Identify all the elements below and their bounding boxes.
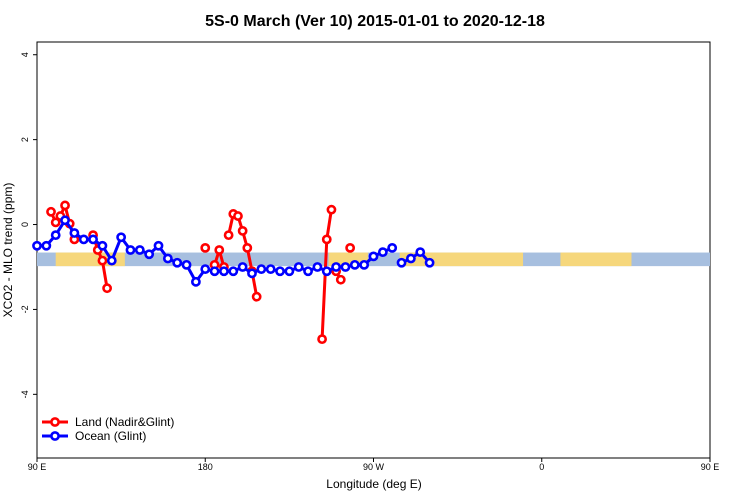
data-point xyxy=(326,204,337,215)
data-point xyxy=(50,230,61,241)
data-point xyxy=(340,262,351,272)
x-tick-label: 180 xyxy=(198,462,213,472)
data-point xyxy=(312,262,323,272)
legend-marker xyxy=(50,431,60,441)
data-point xyxy=(60,200,70,211)
data-point xyxy=(134,245,145,255)
data-point xyxy=(242,242,253,253)
data-point xyxy=(181,259,192,270)
data-point xyxy=(377,247,388,258)
y-tick-label: 4 xyxy=(20,52,30,57)
data-point xyxy=(125,245,136,255)
data-point xyxy=(387,242,398,253)
data-point xyxy=(32,240,42,251)
data-point xyxy=(396,257,407,268)
data-point xyxy=(321,266,332,277)
data-point xyxy=(46,206,56,217)
axes: -4 -2 0 2 4 90 E 180 90 W 0 90 E xyxy=(20,52,719,472)
legend: Land (Nadir&Glint)Ocean (Glint) xyxy=(42,415,174,443)
data-point xyxy=(223,230,234,241)
data-point xyxy=(97,255,108,266)
data-point xyxy=(359,259,370,270)
data-point xyxy=(368,251,379,262)
x-tick-label: 90 E xyxy=(28,462,47,472)
y-tick-label: -4 xyxy=(20,390,30,398)
data-point xyxy=(284,266,295,277)
data-point xyxy=(237,225,248,236)
data-point xyxy=(321,234,332,245)
y-tick-label: 2 xyxy=(20,137,30,142)
band-land-3 xyxy=(560,252,632,267)
data-point xyxy=(233,211,243,221)
data-point xyxy=(237,262,248,272)
data-point xyxy=(219,266,229,277)
data-point xyxy=(251,291,262,302)
series-layer xyxy=(32,200,435,345)
data-point xyxy=(349,259,360,270)
legend-label: Ocean (Glint) xyxy=(75,429,146,443)
data-point xyxy=(303,266,313,277)
data-point xyxy=(191,276,201,287)
data-point xyxy=(335,274,346,285)
y-tick-label: -2 xyxy=(20,305,30,313)
data-point xyxy=(50,217,61,228)
data-point xyxy=(247,268,257,279)
series-line xyxy=(400,250,431,265)
data-point xyxy=(78,234,89,245)
data-point xyxy=(172,257,183,268)
y-axis-label: XCO2 - MLO trend (ppm) xyxy=(1,183,15,318)
data-point xyxy=(265,264,276,275)
data-point xyxy=(116,232,127,243)
data-point xyxy=(424,257,435,268)
data-point xyxy=(200,242,211,253)
data-point xyxy=(293,262,304,272)
data-point xyxy=(88,234,98,245)
data-point xyxy=(144,249,155,260)
data-point xyxy=(228,266,239,277)
data-point xyxy=(69,228,80,238)
x-tick-label: 90 E xyxy=(701,462,720,472)
x-axis-label: Longitude (deg E) xyxy=(326,477,421,491)
data-point xyxy=(415,247,426,258)
data-point xyxy=(214,245,225,255)
data-point xyxy=(106,255,117,266)
data-point xyxy=(405,253,416,264)
series-ocean xyxy=(32,215,435,287)
data-point xyxy=(209,266,220,277)
data-point xyxy=(102,283,113,294)
x-tick-label: 90 W xyxy=(363,462,385,472)
chart-title: 5S-0 March (Ver 10) 2015-01-01 to 2020-1… xyxy=(205,13,545,30)
data-point xyxy=(275,266,285,277)
data-point xyxy=(60,215,70,226)
data-point xyxy=(200,264,211,275)
data-point xyxy=(153,240,164,251)
x-tick-label: 0 xyxy=(539,462,544,472)
data-point xyxy=(317,334,327,345)
data-point xyxy=(162,253,173,264)
data-point xyxy=(41,240,52,251)
legend-marker xyxy=(50,417,60,427)
y-tick-label: 0 xyxy=(20,222,30,227)
data-point xyxy=(256,264,267,275)
data-point xyxy=(345,242,356,253)
legend-label: Land (Nadir&Glint) xyxy=(75,415,174,429)
data-point xyxy=(331,262,342,272)
data-point xyxy=(97,240,108,251)
